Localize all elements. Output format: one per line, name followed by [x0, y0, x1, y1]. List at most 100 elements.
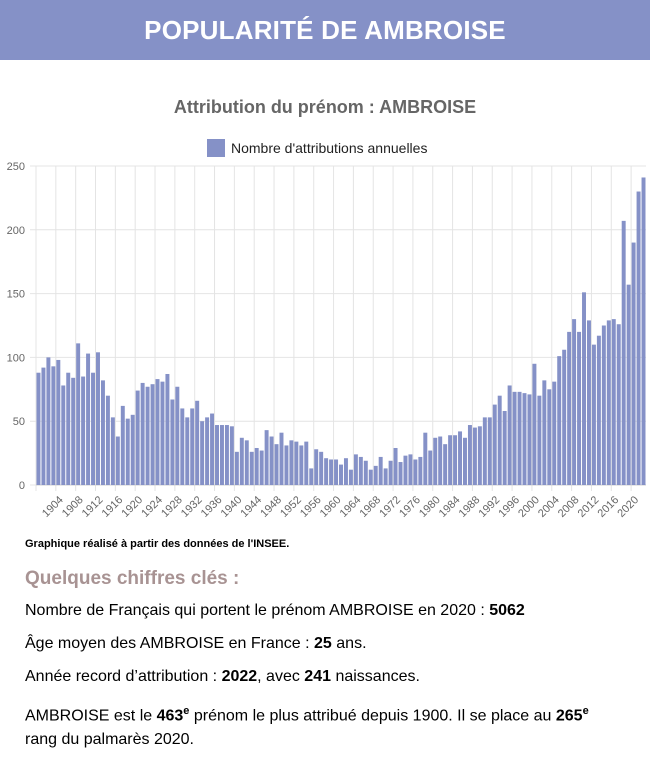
- bar[interactable]: [135, 390, 140, 485]
- bar[interactable]: [279, 432, 284, 485]
- bar[interactable]: [205, 417, 210, 485]
- bar[interactable]: [215, 425, 219, 485]
- bar[interactable]: [348, 469, 353, 485]
- bar[interactable]: [507, 385, 512, 485]
- bar[interactable]: [398, 462, 403, 485]
- bar[interactable]: [324, 458, 329, 485]
- bar[interactable]: [115, 436, 120, 485]
- bar[interactable]: [150, 384, 155, 485]
- bar[interactable]: [329, 459, 334, 485]
- bar[interactable]: [249, 451, 254, 485]
- bar[interactable]: [41, 367, 46, 485]
- bar[interactable]: [160, 381, 165, 485]
- bar[interactable]: [91, 372, 96, 485]
- bar[interactable]: [636, 191, 641, 485]
- bar[interactable]: [180, 408, 185, 485]
- bar[interactable]: [586, 320, 591, 485]
- bar[interactable]: [497, 395, 502, 485]
- bar[interactable]: [334, 459, 339, 485]
- bar[interactable]: [393, 447, 398, 485]
- bar[interactable]: [105, 395, 110, 485]
- bar[interactable]: [631, 242, 636, 485]
- bar[interactable]: [190, 408, 195, 485]
- bar[interactable]: [477, 426, 482, 485]
- bar[interactable]: [81, 376, 86, 485]
- bar[interactable]: [289, 440, 294, 485]
- bar[interactable]: [542, 380, 547, 485]
- bar[interactable]: [110, 417, 115, 485]
- bar[interactable]: [244, 440, 249, 485]
- bar[interactable]: [482, 417, 487, 485]
- bar[interactable]: [234, 451, 239, 485]
- bar[interactable]: [562, 349, 567, 485]
- bar[interactable]: [537, 395, 542, 485]
- bar[interactable]: [125, 418, 130, 485]
- bar[interactable]: [567, 331, 572, 485]
- bar[interactable]: [413, 459, 418, 485]
- bar[interactable]: [463, 437, 467, 485]
- bar[interactable]: [453, 435, 458, 485]
- bar[interactable]: [458, 431, 463, 485]
- bar[interactable]: [294, 441, 299, 485]
- bar[interactable]: [86, 353, 91, 485]
- bar[interactable]: [175, 386, 180, 485]
- bar[interactable]: [36, 372, 41, 485]
- bar[interactable]: [284, 445, 289, 485]
- bar[interactable]: [96, 352, 100, 485]
- bar[interactable]: [532, 363, 537, 485]
- bar[interactable]: [51, 366, 56, 485]
- bar[interactable]: [517, 391, 522, 485]
- bar[interactable]: [522, 393, 527, 485]
- bar[interactable]: [343, 458, 348, 485]
- bar[interactable]: [165, 373, 170, 485]
- bar[interactable]: [319, 451, 324, 485]
- bar[interactable]: [428, 450, 433, 485]
- bar[interactable]: [448, 435, 453, 485]
- bar[interactable]: [443, 444, 448, 485]
- bar[interactable]: [229, 426, 234, 485]
- bar[interactable]: [140, 382, 145, 485]
- bar[interactable]: [71, 377, 76, 485]
- bar[interactable]: [304, 441, 309, 485]
- bar[interactable]: [46, 357, 51, 485]
- bar[interactable]: [339, 464, 343, 485]
- bar[interactable]: [641, 177, 646, 485]
- bar[interactable]: [596, 335, 601, 485]
- bar[interactable]: [527, 394, 532, 485]
- bar[interactable]: [210, 413, 215, 485]
- bar[interactable]: [502, 410, 507, 485]
- bar[interactable]: [254, 447, 259, 485]
- bar[interactable]: [155, 379, 160, 485]
- bar[interactable]: [76, 343, 81, 485]
- bar[interactable]: [433, 437, 438, 485]
- bar[interactable]: [314, 449, 319, 485]
- bar[interactable]: [388, 460, 393, 485]
- bar[interactable]: [487, 417, 492, 485]
- bar[interactable]: [408, 454, 413, 485]
- bar[interactable]: [626, 284, 631, 485]
- chart-legend[interactable]: Nombre d'attributions annuelles: [207, 139, 427, 157]
- bar[interactable]: [269, 436, 274, 485]
- bar[interactable]: [200, 421, 205, 485]
- bar[interactable]: [621, 220, 626, 486]
- bar[interactable]: [239, 437, 244, 485]
- bar[interactable]: [145, 386, 150, 485]
- bar[interactable]: [219, 425, 224, 485]
- bar[interactable]: [120, 405, 125, 485]
- bar[interactable]: [591, 344, 596, 485]
- bar[interactable]: [557, 356, 562, 485]
- bar[interactable]: [100, 380, 105, 485]
- bar[interactable]: [383, 468, 388, 485]
- bar[interactable]: [582, 292, 586, 485]
- bar[interactable]: [601, 325, 606, 486]
- bar[interactable]: [572, 319, 577, 485]
- bar[interactable]: [373, 465, 378, 485]
- bar[interactable]: [353, 454, 358, 485]
- bar[interactable]: [358, 456, 363, 485]
- bar[interactable]: [299, 445, 304, 485]
- bar[interactable]: [66, 372, 71, 485]
- bar[interactable]: [418, 456, 423, 485]
- bar[interactable]: [363, 460, 368, 485]
- bar[interactable]: [309, 468, 314, 485]
- bar[interactable]: [378, 456, 383, 485]
